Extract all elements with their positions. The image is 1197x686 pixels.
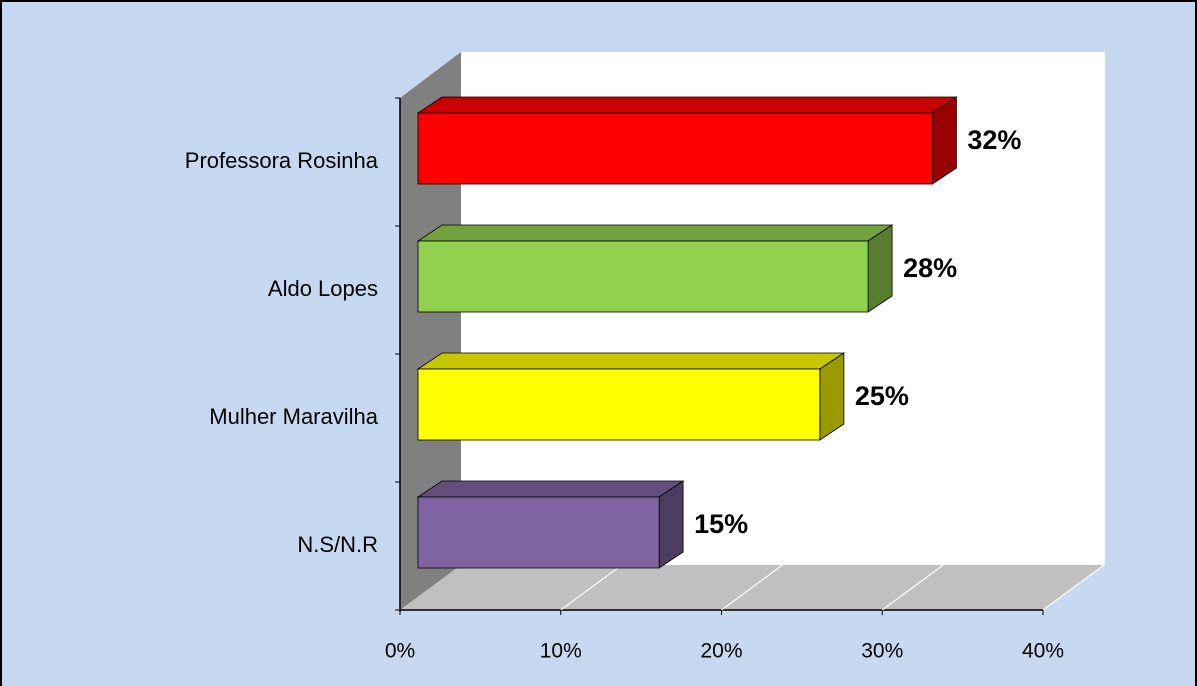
grid-line — [1042, 564, 1105, 611]
y-tick-label: Aldo Lopes — [268, 276, 378, 301]
x-tick-label: 30% — [861, 640, 903, 663]
value-label: 32% — [967, 125, 1021, 155]
y-tick-label: Mulher Maravilha — [209, 404, 378, 429]
value-label: 15% — [694, 509, 748, 539]
x-tick-label: 10% — [540, 640, 582, 663]
value-label: 28% — [903, 253, 957, 283]
bar — [417, 112, 933, 185]
y-tick-label: N.S/N.R — [297, 532, 378, 557]
x-tick-label: 20% — [700, 640, 742, 663]
grid-line — [560, 564, 623, 611]
bar-top — [416, 224, 894, 242]
x-tick-label: 40% — [1022, 640, 1064, 663]
y-tick-label: Professora Rosinha — [185, 148, 379, 173]
value-label: 25% — [855, 381, 909, 411]
grid-line — [881, 564, 944, 611]
side-wall — [400, 52, 461, 610]
grid-line — [721, 564, 783, 611]
bar-top — [416, 96, 958, 114]
bar — [417, 240, 869, 313]
x-tick-label: 0% — [385, 640, 415, 663]
bar-top — [416, 352, 846, 370]
bar-top — [416, 480, 685, 498]
bar — [417, 368, 821, 441]
bar — [417, 496, 660, 569]
